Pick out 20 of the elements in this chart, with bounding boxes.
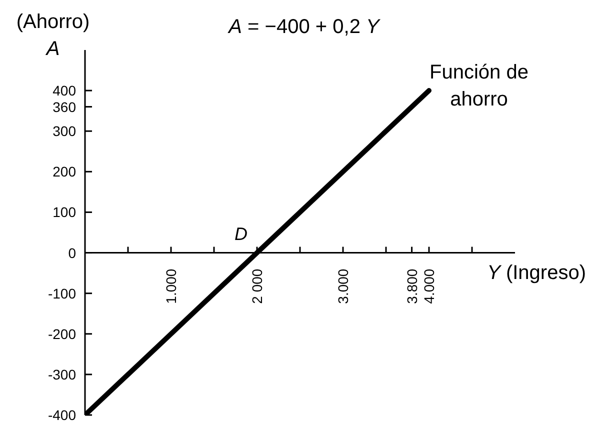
y-tick-label: 300 bbox=[52, 123, 76, 140]
x-tick-label: 3.800 bbox=[404, 268, 420, 304]
series-label: Función de ahorro bbox=[430, 62, 528, 111]
x-axis-title: Y (Ingreso) bbox=[487, 262, 586, 284]
y-tick-label: 0 bbox=[68, 244, 76, 261]
x-tick-label: 3.000 bbox=[335, 268, 351, 304]
x-tick-label: 1.000 bbox=[163, 268, 179, 304]
chart-title: A = −400 + 0,2 Y bbox=[228, 15, 380, 39]
y-tick-label: -100 bbox=[48, 285, 76, 302]
y-tick-label: -300 bbox=[48, 366, 76, 382]
annotation: D bbox=[234, 224, 248, 244]
y-tick-label: -400 bbox=[48, 407, 76, 423]
y-tick-label: 100 bbox=[52, 204, 76, 220]
y-tick-label: -200 bbox=[48, 326, 76, 342]
x-tick-label: 4.000 bbox=[421, 268, 437, 304]
y-tick-label: 200 bbox=[52, 164, 76, 180]
y-tick-label: 360 bbox=[52, 98, 76, 115]
y-axis-title: (Ahorro) A bbox=[16, 10, 90, 60]
y-tick-label: 400 bbox=[52, 82, 76, 99]
x-tick-label: 2 000 bbox=[249, 268, 265, 304]
